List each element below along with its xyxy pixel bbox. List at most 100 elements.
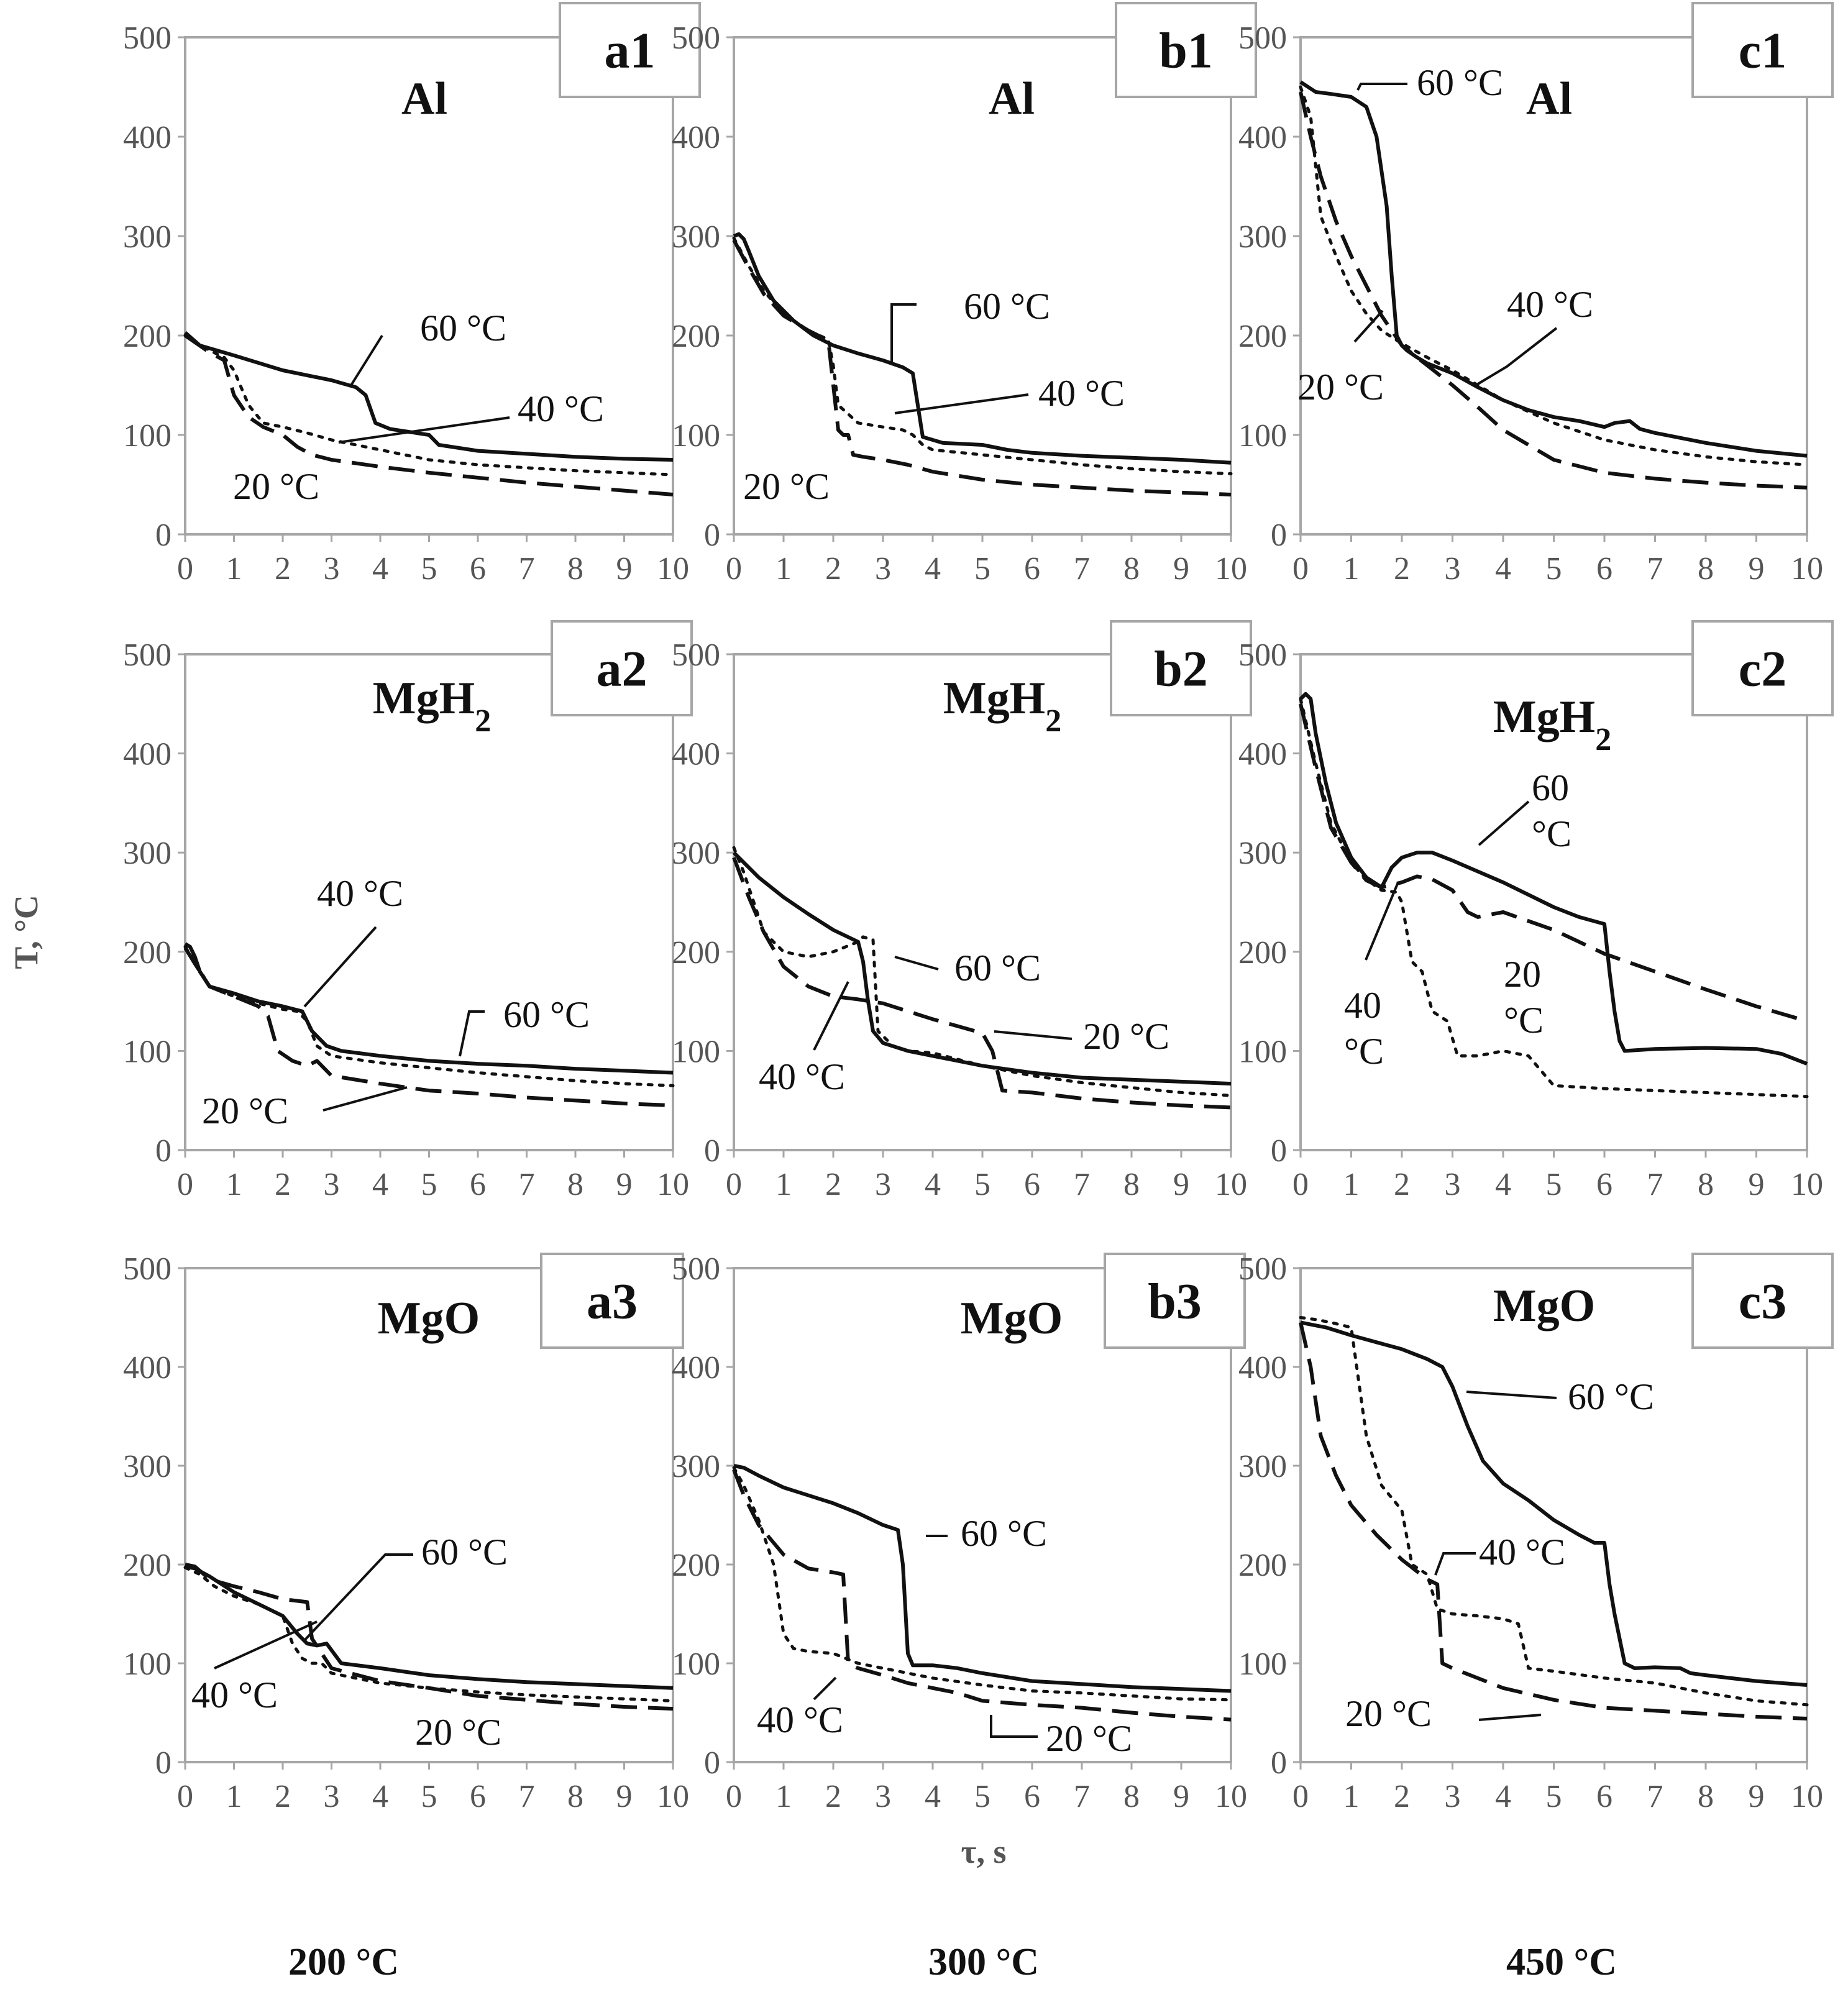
y-tick-label: 100	[123, 1034, 172, 1069]
series-line-60c	[1299, 692, 1808, 1066]
annotation-label: 60 °C	[954, 948, 1041, 989]
material-label: Al	[1526, 73, 1572, 124]
annotation-label: 60 °C	[1417, 62, 1503, 103]
y-tick-label: 400	[672, 1350, 720, 1386]
panel-id-label: b2	[1154, 641, 1208, 697]
annotation-leader	[1365, 882, 1399, 961]
x-tick-label: 9	[1173, 551, 1189, 587]
x-tick-label: 10	[1215, 1167, 1247, 1202]
series-line-20c	[1299, 91, 1808, 490]
y-tick-label: 200	[1238, 935, 1287, 971]
x-tick-label: 3	[324, 1779, 340, 1814]
x-tick-label: 5	[1546, 551, 1562, 587]
y-tick-label: 400	[1238, 737, 1287, 772]
x-tick-label: 1	[226, 1779, 242, 1814]
x-tick-label: 9	[616, 1167, 633, 1202]
series-line-40c	[183, 334, 675, 477]
y-tick-label: 200	[123, 1548, 172, 1583]
x-tick-label: 2	[1394, 1779, 1410, 1814]
x-tick-label: 6	[1024, 1779, 1040, 1814]
annotation-leader	[303, 926, 377, 1008]
annotation-label: 60 °C	[961, 1513, 1047, 1554]
x-tick-label: 4	[1495, 1779, 1511, 1814]
x-tick-label: 9	[616, 551, 633, 587]
x-tick-label: 2	[825, 1779, 841, 1814]
panel-id-box	[1691, 2, 1834, 98]
y-tick-label: 400	[123, 120, 172, 155]
panel-id-box	[1115, 2, 1257, 98]
annotation-leader	[1353, 309, 1384, 343]
x-tick-label: 0	[177, 1167, 193, 1202]
annotation-label: 60 °C	[421, 1532, 508, 1573]
x-tick-label: 7	[1074, 551, 1090, 587]
y-axis-title: T, °C	[7, 895, 45, 969]
x-tick-label: 8	[1123, 551, 1140, 587]
x-tick-label: 1	[775, 1167, 792, 1202]
x-tick-label: 3	[1445, 1167, 1461, 1202]
y-tick-label: 0	[704, 1133, 720, 1169]
annotation-label: 60 °C	[503, 994, 590, 1035]
x-tick-label: 4	[1495, 1167, 1511, 1202]
series-line-60c	[1299, 80, 1808, 458]
x-tick-label: 4	[372, 551, 388, 587]
x-tick-label: 10	[657, 551, 689, 587]
y-tick-label: 500	[672, 637, 720, 673]
annotation-leader	[1434, 1552, 1476, 1576]
panel-id-box	[551, 620, 693, 716]
series-line-40c	[732, 1466, 1233, 1702]
y-tick-label: 0	[1271, 1745, 1287, 1781]
x-tick-label: 3	[324, 551, 340, 587]
series-line-20c	[732, 1469, 1232, 1722]
x-tick-label: 6	[1596, 1167, 1612, 1202]
x-tick-label: 2	[1394, 1167, 1410, 1202]
x-tick-label: 4	[372, 1167, 388, 1202]
column-title-300: 300 °C	[928, 1941, 1039, 1983]
annotation-label: 20 °C	[202, 1090, 288, 1131]
x-tick-label: 10	[657, 1779, 689, 1814]
x-tick-label: 1	[226, 1167, 242, 1202]
material-label: Al	[401, 73, 447, 124]
x-tick-label: 10	[1791, 1779, 1823, 1814]
y-tick-label: 400	[1238, 1350, 1287, 1386]
y-tick-label: 500	[1238, 637, 1287, 673]
series-line-60c	[185, 1565, 674, 1690]
series-line-40c	[1299, 1316, 1809, 1707]
x-tick-label: 1	[775, 1779, 792, 1814]
x-axis-title: τ, s	[961, 1833, 1007, 1870]
x-tick-label: 1	[1343, 1779, 1360, 1814]
y-tick-label: 300	[672, 219, 720, 255]
annotation-leader	[994, 1030, 1073, 1040]
annotation-leader	[813, 981, 849, 1051]
series-line-20c	[732, 857, 1232, 1110]
annotation-leader	[338, 416, 510, 444]
x-tick-label: 7	[1647, 1167, 1663, 1202]
series-line-60c	[184, 331, 674, 462]
x-tick-label: 2	[825, 1167, 841, 1202]
x-tick-label: 1	[775, 551, 792, 587]
x-tick-label: 5	[1546, 1779, 1562, 1814]
y-tick-label: 100	[1238, 1034, 1287, 1069]
y-tick-label: 0	[155, 1745, 172, 1781]
series-line-40c	[183, 1566, 675, 1702]
series-line-60c	[733, 1464, 1232, 1693]
x-tick-label: 10	[657, 1167, 689, 1202]
annotation-leader	[350, 334, 383, 386]
y-tick-label: 300	[672, 836, 720, 871]
annotation-leader	[894, 393, 1029, 414]
annotation-label: 40 °C	[759, 1056, 845, 1097]
x-tick-label: 8	[1698, 1167, 1714, 1202]
x-tick-label: 0	[177, 551, 193, 587]
x-tick-label: 0	[726, 1167, 742, 1202]
y-tick-label: 200	[1238, 319, 1287, 354]
annotation-label: 20 °C	[1504, 954, 1544, 1041]
x-tick-label: 6	[1024, 551, 1040, 587]
y-tick-label: 100	[1238, 1647, 1287, 1682]
x-tick-label: 9	[1749, 1167, 1765, 1202]
x-tick-label: 7	[1647, 1779, 1663, 1814]
x-tick-label: 2	[1394, 551, 1410, 587]
